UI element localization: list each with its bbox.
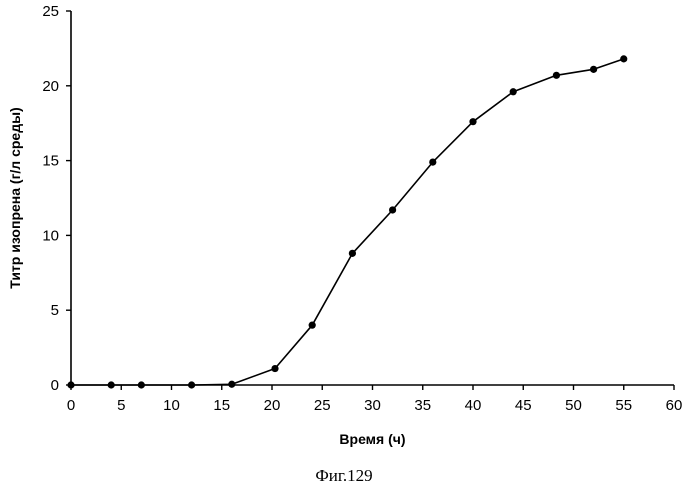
x-tick-label: 10 bbox=[163, 397, 180, 414]
axes: 0 5 10 15 20 25 30 35 40 45 50 55 60 0 5 10 15 20 25 bbox=[42, 3, 682, 414]
y-tick-label: 25 bbox=[42, 3, 59, 20]
y-tick-label: 0 bbox=[51, 377, 59, 394]
x-tick-label: 40 bbox=[465, 397, 482, 414]
data-point bbox=[108, 381, 115, 388]
x-tick-label: 20 bbox=[264, 397, 281, 414]
x-axis-title: Время (ч) bbox=[339, 431, 405, 447]
data-point bbox=[67, 381, 74, 388]
y-tick-label: 20 bbox=[42, 78, 59, 95]
data-point bbox=[553, 72, 560, 79]
data-point bbox=[469, 118, 476, 125]
y-tick-label: 15 bbox=[42, 153, 59, 170]
figure-caption: Фиг.129 bbox=[0, 466, 688, 486]
x-tick-label: 45 bbox=[515, 397, 532, 414]
data-point bbox=[271, 365, 278, 372]
y-tick-label: 5 bbox=[51, 302, 59, 319]
x-tick-label: 50 bbox=[565, 397, 582, 414]
data-point bbox=[188, 381, 195, 388]
data-point bbox=[590, 66, 597, 73]
x-tick-label: 5 bbox=[117, 397, 125, 414]
data-series bbox=[67, 55, 627, 388]
data-point bbox=[510, 88, 517, 95]
data-point bbox=[349, 250, 356, 257]
data-point bbox=[309, 322, 316, 329]
data-point bbox=[138, 381, 145, 388]
data-point bbox=[620, 55, 627, 62]
x-tick-label: 30 bbox=[364, 397, 381, 414]
x-tick-label: 0 bbox=[67, 397, 75, 414]
data-point bbox=[228, 381, 235, 388]
x-tick-label: 60 bbox=[666, 397, 683, 414]
y-tick-label: 10 bbox=[42, 227, 59, 244]
series-line bbox=[71, 59, 624, 385]
x-tick-label: 25 bbox=[314, 397, 331, 414]
data-point bbox=[429, 158, 436, 165]
chart: 0 5 10 15 20 25 30 35 40 45 50 55 60 0 5 10 15 20 25 Время… bbox=[0, 0, 688, 460]
x-tick-label: 15 bbox=[213, 397, 230, 414]
x-tick-label: 35 bbox=[414, 397, 431, 414]
y-axis-title: Титр изопрена (г/л среды) bbox=[7, 107, 23, 288]
data-point bbox=[389, 206, 396, 213]
x-tick-label: 55 bbox=[615, 397, 632, 414]
